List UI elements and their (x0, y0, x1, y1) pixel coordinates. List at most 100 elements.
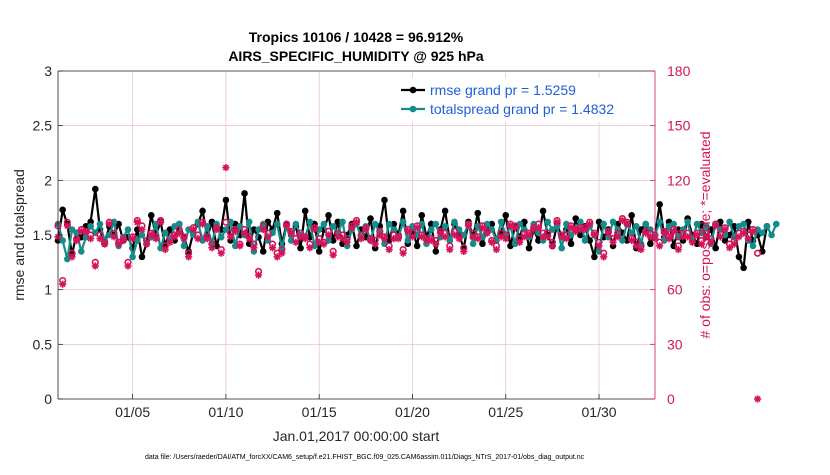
obs-evaluated-marker (301, 235, 309, 243)
series-point-spread (273, 220, 281, 228)
obs-evaluated-marker (357, 235, 365, 243)
series-point-rmse (418, 212, 426, 219)
series-point-spread (469, 240, 477, 248)
obs-evaluated-marker (161, 245, 169, 254)
asterisk-stroke (516, 239, 523, 246)
obs-evaluated-marker (716, 233, 724, 241)
asterisk-stroke (498, 233, 505, 240)
series-point-spread (628, 229, 635, 237)
series-point-spread (371, 220, 379, 228)
obs-evaluated-marker (343, 238, 351, 246)
series-point-spread (87, 222, 94, 230)
obs-evaluated-marker (385, 245, 393, 254)
y-axis-left-label: rmse and totalspread (11, 169, 27, 301)
obs-evaluated-marker (548, 242, 556, 250)
asterisk-stroke (432, 241, 439, 248)
obs-evaluated-marker (87, 235, 95, 243)
asterisk-stroke (138, 226, 146, 233)
obs-evaluated-marker (254, 271, 263, 279)
asterisk-stroke (567, 224, 575, 231)
obs-evaluated-marker (623, 220, 631, 228)
series-point-rmse (315, 248, 323, 255)
asterisk-stroke (670, 228, 677, 235)
obs-evaluated-marker (693, 231, 701, 239)
series-point-spread (749, 242, 757, 250)
series-point-rmse (353, 242, 360, 250)
asterisk-stroke (446, 246, 453, 253)
asterisk-stroke (264, 233, 271, 240)
series-point-rmse (441, 207, 449, 215)
data-file-footnote: data file: /Users/raeder/DAI/ATM_forcXX/… (145, 454, 585, 461)
asterisk-stroke (134, 219, 141, 226)
asterisk-stroke (199, 220, 206, 228)
asterisk-stroke (73, 237, 80, 244)
asterisk-stroke (721, 226, 729, 233)
asterisk-stroke (633, 242, 640, 250)
obs-evaluated-marker (660, 229, 668, 237)
series-point-spread (259, 220, 267, 228)
obs-evaluated-marker (684, 233, 692, 241)
obs-evaluated-marker (478, 224, 487, 232)
asterisk-stroke (400, 250, 407, 257)
asterisk-stroke (241, 230, 248, 237)
obs-evaluated-marker (105, 220, 113, 228)
asterisk-stroke (367, 237, 374, 244)
asterisk-stroke (87, 235, 94, 242)
asterisk-stroke (442, 233, 449, 240)
asterisk-stroke (232, 228, 239, 235)
asterisk-stroke (577, 226, 584, 233)
asterisk-stroke (143, 241, 150, 248)
obs-evaluated-marker (329, 251, 337, 259)
obs-evaluated-marker (614, 233, 622, 241)
obs-evaluated-marker (119, 236, 127, 245)
asterisk-stroke (180, 235, 188, 242)
series-point-rmse (628, 212, 635, 219)
asterisk-stroke (703, 233, 710, 240)
asterisk-stroke (456, 235, 463, 242)
obs-evaluated-marker (184, 253, 193, 261)
asterisk-stroke (619, 217, 626, 224)
obs-evaluated-marker (352, 218, 361, 226)
obs-evaluated-marker (226, 233, 235, 241)
asterisk-stroke (316, 239, 323, 246)
asterisk-stroke (707, 239, 715, 246)
obs-evaluated-marker (656, 242, 664, 250)
series-point-rmse (138, 253, 146, 261)
series-point-spread (124, 226, 132, 233)
asterisk-stroke (404, 228, 411, 235)
series-point-spread (670, 220, 677, 228)
asterisk-stroke (96, 235, 104, 242)
obs-evaluated-marker (464, 222, 473, 230)
legend-label-rmse: rmse grand pr = 1.5259 (430, 82, 576, 98)
asterisk-stroke (78, 228, 85, 235)
series-point-rmse (325, 212, 332, 219)
asterisk-stroke (600, 253, 607, 260)
asterisk-stroke (176, 230, 183, 237)
asterisk-stroke (586, 220, 593, 228)
series-point-rmse (166, 226, 174, 233)
asterisk-stroke (544, 233, 551, 240)
legend-label-spread: totalspread grand pr = 1.4832 (430, 101, 614, 117)
series-point-rmse (488, 220, 496, 228)
obs-evaluated-marker (124, 262, 132, 270)
series-point-rmse (222, 196, 230, 204)
asterisk-stroke (376, 231, 383, 239)
series-point-spread (222, 226, 230, 233)
obs-evaluated-marker (91, 262, 99, 270)
y-right-tick-label: 30 (667, 336, 683, 352)
asterisk-stroke (260, 226, 267, 233)
asterisk-stroke (358, 235, 365, 242)
series-point-spread (763, 222, 771, 230)
obs-evaluated-marker (180, 235, 188, 243)
series-point-rmse (656, 201, 663, 208)
asterisk-stroke (255, 272, 262, 279)
y-left-tick-label: 2.5 (33, 118, 53, 134)
series-point-spread (633, 222, 640, 230)
obs-evaluated-marker (166, 238, 174, 246)
obs-evaluated-marker (688, 238, 696, 246)
asterisk-stroke (110, 233, 118, 240)
asterisk-stroke (162, 246, 169, 253)
obs-evaluated-marker (474, 235, 482, 243)
obs-evaluated-marker (212, 225, 221, 234)
series-point-rmse (647, 240, 654, 248)
